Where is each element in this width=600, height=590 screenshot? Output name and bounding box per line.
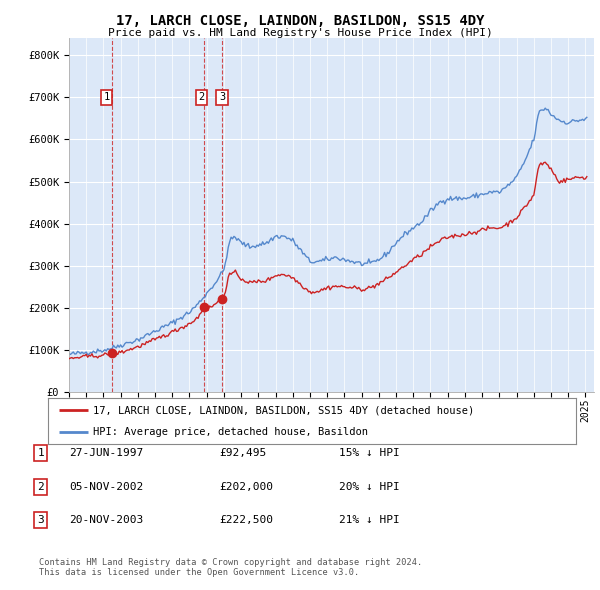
Text: 27-JUN-1997: 27-JUN-1997 (69, 448, 143, 458)
Text: Contains HM Land Registry data © Crown copyright and database right 2024.
This d: Contains HM Land Registry data © Crown c… (39, 558, 422, 577)
Text: 3: 3 (37, 516, 44, 525)
Text: 05-NOV-2002: 05-NOV-2002 (69, 482, 143, 491)
Text: 1: 1 (37, 448, 44, 458)
Text: 3: 3 (219, 93, 225, 102)
Text: 17, LARCH CLOSE, LAINDON, BASILDON, SS15 4DY (detached house): 17, LARCH CLOSE, LAINDON, BASILDON, SS15… (93, 405, 474, 415)
Text: 21% ↓ HPI: 21% ↓ HPI (339, 516, 400, 525)
Text: 1: 1 (104, 93, 110, 102)
Text: 2: 2 (198, 93, 205, 102)
Text: £222,500: £222,500 (219, 516, 273, 525)
Text: HPI: Average price, detached house, Basildon: HPI: Average price, detached house, Basi… (93, 427, 368, 437)
Text: £202,000: £202,000 (219, 482, 273, 491)
Text: 20% ↓ HPI: 20% ↓ HPI (339, 482, 400, 491)
Text: Price paid vs. HM Land Registry's House Price Index (HPI): Price paid vs. HM Land Registry's House … (107, 28, 493, 38)
Text: 17, LARCH CLOSE, LAINDON, BASILDON, SS15 4DY: 17, LARCH CLOSE, LAINDON, BASILDON, SS15… (116, 14, 484, 28)
Text: 20-NOV-2003: 20-NOV-2003 (69, 516, 143, 525)
Text: £92,495: £92,495 (219, 448, 266, 458)
Text: 15% ↓ HPI: 15% ↓ HPI (339, 448, 400, 458)
Text: 2: 2 (37, 482, 44, 491)
